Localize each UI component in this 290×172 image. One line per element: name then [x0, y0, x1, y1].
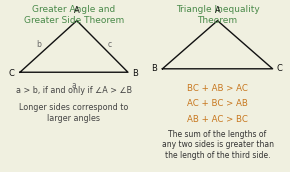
Text: AC + BC > AB: AC + BC > AB [187, 99, 248, 108]
Text: The sum of the lengths of
any two sides is greater than
the length of the third : The sum of the lengths of any two sides … [162, 130, 273, 160]
Text: AB + AC > BC: AB + AC > BC [187, 115, 248, 123]
Text: Longer sides correspond to
larger angles: Longer sides correspond to larger angles [19, 103, 129, 123]
Text: Triangle Inequality
Theorem: Triangle Inequality Theorem [176, 5, 259, 25]
Text: A: A [215, 7, 220, 15]
Text: a: a [72, 81, 76, 90]
Text: BC + AB > AC: BC + AB > AC [187, 84, 248, 93]
Text: A: A [74, 7, 80, 15]
Text: c: c [108, 40, 112, 49]
Text: a > b, if and only if ∠A > ∠B: a > b, if and only if ∠A > ∠B [16, 86, 132, 95]
Text: C: C [8, 69, 14, 78]
Text: Greater Angle and
Greater Side Theorem: Greater Angle and Greater Side Theorem [24, 5, 124, 25]
Text: C: C [277, 64, 283, 73]
Text: B: B [132, 69, 138, 78]
Text: B: B [151, 64, 157, 73]
Text: b: b [36, 40, 41, 49]
